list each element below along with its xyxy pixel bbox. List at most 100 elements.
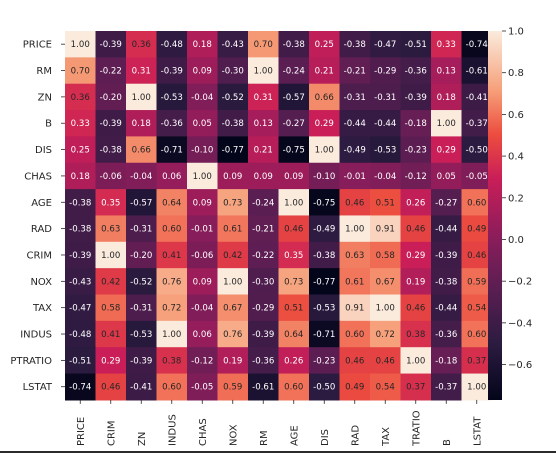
cell-value-label: -0.24 [283, 67, 305, 77]
cell-value-label: 0.13 [437, 67, 456, 77]
cell-value-label: -0.30 [252, 277, 274, 287]
column-label: RM [259, 430, 270, 446]
cell-value-label: 0.60 [345, 330, 364, 340]
cell-value-label: 1.00 [284, 198, 303, 208]
cell-value-label: -0.39 [161, 67, 183, 77]
heatmap-cell [217, 57, 249, 85]
heatmap-cell [126, 189, 158, 217]
cell-value-label: -0.39 [100, 40, 122, 50]
heatmap-cell [126, 83, 158, 111]
cell-value-label: 0.67 [376, 277, 395, 287]
cell-value-label: 0.41 [101, 330, 120, 340]
heatmap-cell [156, 241, 188, 269]
cell-value-label: 0.09 [284, 172, 303, 182]
cell-value-label: 0.46 [345, 356, 364, 366]
cell-value-label: 0.73 [284, 277, 303, 287]
heatmap-cell [65, 110, 97, 137]
column-label: PRICE [76, 417, 87, 446]
heatmap-cell [217, 347, 249, 375]
cell-value-label: 0.60 [284, 383, 303, 393]
column-label: LSTAT [472, 416, 483, 446]
row-label: AGE [31, 198, 52, 209]
cell-value-label: -0.12 [191, 356, 213, 366]
cell-value-label: -0.05 [191, 383, 213, 393]
heatmap-cell [217, 136, 249, 164]
cell-value-label: 1.00 [406, 356, 425, 366]
cell-value-label: -0.77 [222, 146, 244, 156]
bottom-border-line [0, 451, 556, 453]
colorbar-tick-label: 1.0 [508, 27, 524, 38]
row-label: CRIM [26, 250, 52, 261]
heatmap-cell [95, 57, 127, 85]
heatmap-cell [370, 162, 402, 190]
heatmap-cell [339, 136, 371, 164]
heatmap-cell [339, 57, 371, 85]
column-label: TAX [381, 427, 392, 447]
heatmap-cell [248, 31, 280, 58]
heatmap-cell [278, 294, 310, 322]
column-label: CHAS [198, 418, 209, 446]
cell-value-label: -0.04 [191, 304, 213, 314]
cell-value-label: -0.44 [374, 119, 396, 129]
cell-value-label: -0.37 [466, 119, 488, 129]
heatmap-cell [431, 373, 463, 401]
cell-value-label: 0.42 [223, 251, 242, 261]
heatmap-cell [400, 83, 432, 111]
heatmap-cell [400, 294, 432, 322]
cell-value-label: 0.51 [376, 198, 395, 208]
heatmap-cell [278, 215, 310, 243]
cell-value-label: -0.71 [161, 146, 183, 156]
heatmap-cell [309, 57, 341, 85]
colorbar-gradient [488, 31, 502, 400]
cell-value-label: 0.59 [223, 383, 242, 393]
cell-value-label: -0.20 [100, 93, 122, 103]
cell-value-label: -0.38 [222, 119, 244, 129]
cell-value-label: 1.00 [345, 225, 364, 235]
cell-value-label: 0.46 [284, 225, 303, 235]
heatmap-cell [248, 320, 280, 348]
cell-value-label: -0.39 [100, 119, 122, 129]
row-label: PRICE [23, 40, 52, 51]
heatmap-cell [248, 162, 280, 190]
cell-value-label: 0.06 [193, 330, 212, 340]
cell-value-label: 0.49 [345, 383, 364, 393]
cell-value-label: -0.36 [252, 356, 274, 366]
heatmap-cell [278, 373, 310, 401]
cell-value-label: -0.22 [100, 67, 122, 77]
heatmap-cell [309, 241, 341, 269]
heatmap-cell [309, 189, 341, 217]
cell-value-label: -0.41 [466, 93, 488, 103]
heatmap-cell [278, 347, 310, 375]
column-label: DIS [320, 429, 331, 446]
cell-value-label: -0.49 [313, 225, 335, 235]
colorbar-tick-label: 0.0 [508, 235, 524, 246]
row-label: B [45, 119, 52, 130]
heatmap-cell [187, 268, 219, 296]
heatmap-cell [400, 162, 432, 190]
heatmap-cell [278, 136, 310, 164]
heatmap-cell [95, 136, 127, 164]
cell-value-label: -0.57 [283, 93, 305, 103]
heatmap-cell [65, 136, 97, 164]
heatmap-cell [339, 110, 371, 137]
cell-value-label: 0.51 [284, 304, 303, 314]
heatmap-cell [370, 215, 402, 243]
cell-value-label: -0.44 [435, 304, 457, 314]
heatmap-cell [370, 320, 402, 348]
heatmap-cell [248, 136, 280, 164]
heatmap-cell [217, 162, 249, 190]
heatmap-cell [431, 110, 463, 137]
heatmap-cell [217, 241, 249, 269]
heatmap-cell [400, 215, 432, 243]
cell-value-label: 0.76 [162, 277, 181, 287]
row-label: LSTAT [23, 382, 53, 393]
cell-value-label: 0.26 [284, 356, 303, 366]
heatmap-cell [431, 215, 463, 243]
cell-value-label: -0.39 [130, 356, 152, 366]
heatmap-cell [187, 373, 219, 401]
heatmap-cell [431, 347, 463, 375]
cell-value-label: -0.39 [435, 251, 457, 261]
cell-value-label: 0.70 [71, 67, 90, 77]
heatmap-cell [431, 136, 463, 164]
cell-value-label: -0.27 [435, 198, 457, 208]
